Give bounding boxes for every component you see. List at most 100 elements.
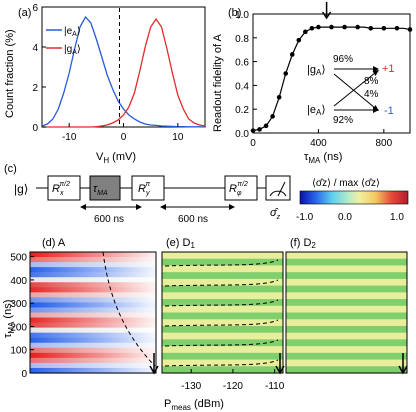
- stripe-row: [162, 366, 283, 374]
- dashed-contour: [164, 279, 279, 287]
- fidelity-point: [257, 127, 262, 132]
- bottom-xticks: -130 -120 -110: [181, 369, 285, 392]
- ytick-label: 0.2: [235, 105, 249, 116]
- fidelity-point: [355, 24, 360, 30]
- panel-a: 0 2 4 6 -10 0 10 (a) |eA⟩ |gA⟩ Count fraction …: [4, 3, 206, 165]
- map-f-arrow: [398, 353, 408, 375]
- bottom-axes: τMA (ns) 0 100 200 300 400 500 -130 -120 -110 P…: [2, 253, 285, 412]
- stripe-row: [286, 252, 407, 260]
- diagram-e-state: |eA⟩: [307, 104, 326, 117]
- delay-2: 600 ns: [160, 204, 235, 225]
- meter-needle: [277, 181, 286, 197]
- delay-2-head-left: [160, 204, 166, 210]
- stripe-row: [162, 252, 283, 260]
- map-d-frame: [29, 251, 157, 374]
- gate-ry-pi: Ryπ: [131, 175, 165, 201]
- stripe-row: [162, 272, 283, 280]
- stripe-row: [286, 265, 407, 273]
- stripe-row: [286, 359, 407, 367]
- dashed-contour: [164, 259, 279, 267]
- arrowhead-1: [373, 66, 379, 72]
- bottom-yticks: 0 100 200 300 400 500: [10, 253, 34, 380]
- ytick-label: 300: [10, 299, 27, 310]
- gate-rphi-pi2-text: Rφπ/2: [229, 181, 248, 197]
- meter-label: σ̂z: [270, 207, 281, 221]
- measurement-meter: σ̂z: [265, 175, 291, 221]
- colorbar-tick-max: 1.0: [390, 212, 404, 223]
- gate-tau-ma: τMA: [89, 175, 121, 201]
- panel-e: (e) D1: [161, 237, 285, 375]
- stripe-row: [286, 278, 407, 287]
- panel-c-label: (c): [4, 163, 17, 175]
- fidelity-point: [276, 95, 282, 100]
- stripe-row: [286, 352, 407, 361]
- diagram-plus-one: +1: [382, 63, 395, 75]
- panel-a-plot: 0 2 4 6 -10 0 10: [32, 3, 206, 143]
- ytick-label: 0.8: [235, 34, 249, 45]
- diagram-p-ge: 8%: [364, 76, 379, 87]
- ytick-label: 2: [32, 83, 38, 94]
- delay-2-label: 600 ns: [178, 214, 208, 225]
- delay-1-head-right: [136, 204, 142, 210]
- fidelity-point: [270, 114, 275, 119]
- stripe-row: [162, 332, 283, 340]
- fidelity-point: [283, 71, 289, 76]
- xtick-label: -10: [62, 132, 77, 143]
- delay-1-label: 600 ns: [94, 214, 124, 225]
- ytick-label: 0.4: [235, 81, 249, 92]
- colorbar-tick-mid: 0.0: [338, 212, 352, 223]
- stripe-row: [286, 292, 407, 300]
- meter-arc: [269, 190, 287, 197]
- gate-rx-pi2-box: [47, 175, 81, 201]
- stripe-row: [162, 325, 283, 334]
- arrowhead-4: [373, 107, 379, 113]
- map-d-dashed-curve: [102, 251, 156, 367]
- xtick-label: 10: [172, 132, 184, 143]
- stripe-row: [286, 258, 407, 267]
- panel-b: 0.0 0.2 0.4 0.6 0.8 1.0 0 400 800 (b) Readout fi…: [212, 2, 413, 165]
- ytick-label: 200: [10, 322, 27, 333]
- colorbar-title: ⟨σ̂z⟩ / max ⟨σ̂z⟩: [312, 177, 380, 189]
- stripe-row: [162, 319, 283, 327]
- arrow-g-to-minus: [333, 73, 376, 109]
- xtick-label: -110: [265, 381, 285, 392]
- map-d-fade: [30, 252, 156, 373]
- stripe-row: [162, 305, 283, 314]
- ytick-label: 6: [32, 3, 38, 14]
- stripe-row: [286, 346, 407, 354]
- stripe-row: [162, 278, 283, 287]
- fidelity-point: [381, 25, 387, 31]
- ytick-label: 0: [21, 369, 27, 380]
- stripe-row: [162, 339, 283, 347]
- ytick-label: 400: [10, 276, 27, 287]
- gate-tau-ma-box: [89, 175, 121, 201]
- bottom-ylabel: τMA (ns): [2, 300, 16, 338]
- gate-rx-pi2: Rxπ/2: [47, 175, 81, 201]
- gate-rphi-pi2-box: [224, 175, 258, 201]
- panel-b-plot: 0.0 0.2 0.4 0.6 0.8 1.0 0 400 800: [235, 2, 413, 149]
- ytick-label: 0.6: [235, 58, 249, 69]
- stripe-row: [162, 265, 283, 273]
- gate-ry-pi-text: Ryπ: [138, 181, 150, 197]
- fidelity-point: [316, 24, 321, 30]
- panel-a-legend: |eA⟩ |gA⟩: [46, 26, 81, 56]
- stripe-row: [162, 292, 283, 300]
- panel-b-label: (b): [228, 7, 241, 19]
- legend-e-label: |eA⟩: [64, 26, 81, 38]
- colorbar-gradient: [299, 190, 409, 205]
- panel-a-xlabel: VH (mV): [96, 151, 136, 165]
- panel-e-label: (e) D1: [166, 237, 195, 250]
- stripe-row: [162, 258, 283, 267]
- fidelity-point: [394, 25, 400, 31]
- panel-f-label: (f) D2: [290, 237, 316, 250]
- stripe-row: [286, 339, 407, 347]
- ytick-label: 0.0: [235, 129, 249, 140]
- diagram-p-eg: 4%: [364, 89, 379, 100]
- stripe-row: [162, 312, 283, 320]
- panel-f: (f) D2: [285, 237, 408, 375]
- xtick-label: 0: [121, 132, 127, 143]
- map-e-fringes: [162, 252, 283, 374]
- dashed-contour: [164, 299, 279, 307]
- stripe-row: [162, 299, 283, 307]
- stripe-row: [162, 359, 283, 367]
